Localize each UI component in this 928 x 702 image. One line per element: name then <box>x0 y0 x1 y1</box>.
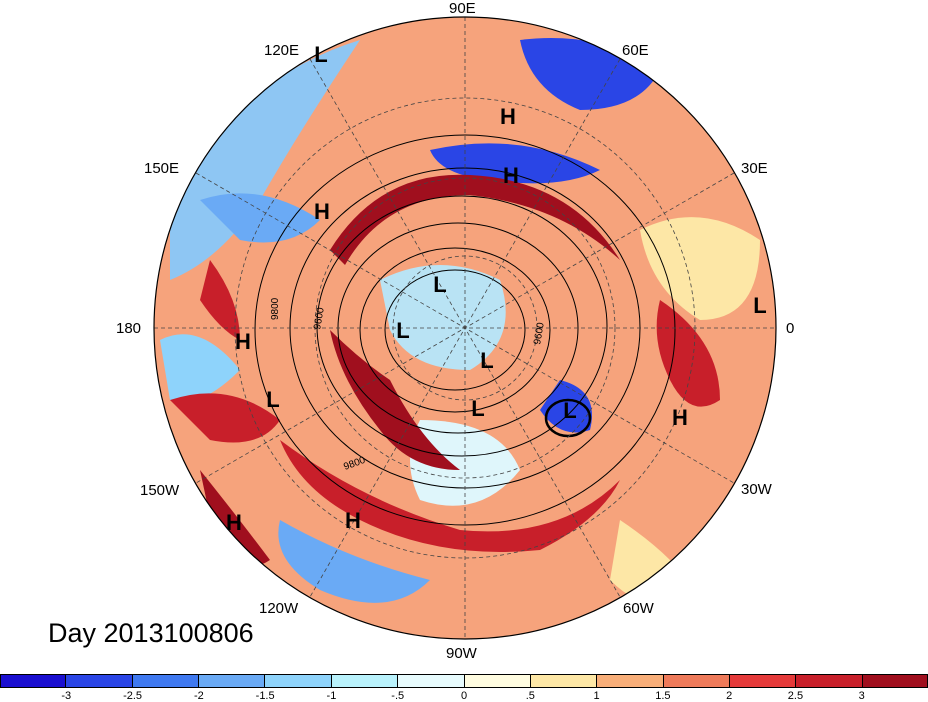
colorbar-tick-label: 0 <box>460 690 468 702</box>
high-center: H <box>235 329 251 354</box>
colorbar-swatch <box>265 674 332 688</box>
colorbar-tick-label: 1.5 <box>655 690 671 702</box>
map-boundary <box>153 16 777 640</box>
colorbar-swatch <box>331 674 399 688</box>
graticule <box>154 17 776 639</box>
colorbar-tick-label: -2 <box>193 690 204 702</box>
colorbar-tick-label: -2.5 <box>123 690 143 702</box>
colorbar <box>0 674 928 688</box>
colorbar-tick-label: -.5 <box>391 690 405 702</box>
colorbar-tick-label: 1 <box>593 690 600 702</box>
high-center: H <box>226 510 242 535</box>
high-center: H <box>314 199 330 224</box>
colorbar-swatch <box>796 674 863 688</box>
contour-label: 9800 <box>270 297 281 320</box>
low-center: L <box>266 387 279 412</box>
colorbar-swatch <box>530 674 598 688</box>
colorbar-tick-label: -3 <box>61 690 72 702</box>
colorbar-swatch <box>729 674 797 688</box>
colorbar-tick-label: 2.5 <box>787 690 804 702</box>
polar-map: 9800 9800 9600 9600 H H H H H H H L L L … <box>153 16 777 640</box>
lon-label-180: 180 <box>116 320 142 337</box>
colorbar-tick-label: -1.5 <box>255 690 275 702</box>
lon-label-90e: 90E <box>449 0 476 17</box>
colorbar-tick-label: .5 <box>525 690 535 702</box>
lon-label-30e: 30E <box>741 160 768 177</box>
lon-label-120e: 120E <box>264 42 300 59</box>
low-center: L <box>480 348 493 373</box>
lon-label-0: 0 <box>786 320 795 337</box>
high-center: H <box>503 163 519 188</box>
high-center: H <box>672 405 688 430</box>
lon-label-30w: 30W <box>741 481 772 498</box>
colorbar-tick-label: -1 <box>326 690 337 702</box>
colorbar-swatch <box>0 674 67 688</box>
contour-label: 9600 <box>312 306 327 330</box>
colorbar-swatch <box>464 674 531 688</box>
low-center: L <box>563 398 576 423</box>
colorbar-tick-label: 3 <box>858 690 865 702</box>
colorbar-swatch <box>132 674 200 688</box>
low-center: L <box>753 293 766 318</box>
colorbar-swatch <box>663 674 730 688</box>
low-center: L <box>433 272 446 297</box>
low-center: L <box>314 42 327 67</box>
low-center: L <box>396 318 409 343</box>
colorbar-swatch <box>199 674 266 688</box>
colorbar-tick-label: 2 <box>726 690 733 702</box>
colorbar-swatch <box>862 674 928 688</box>
high-center: H <box>345 508 361 533</box>
lon-label-60e: 60E <box>622 42 649 59</box>
lon-label-150w: 150W <box>140 482 180 499</box>
contour-label: 9600 <box>532 321 547 345</box>
lon-label-150e: 150E <box>144 160 180 177</box>
day-label: Day 2013100806 <box>48 618 254 648</box>
colorbar-swatch <box>398 674 465 688</box>
low-center: L <box>471 396 484 421</box>
lon-label-60w: 60W <box>623 600 654 617</box>
high-center: H <box>500 104 516 129</box>
lon-label-120w: 120W <box>259 600 299 617</box>
lon-label-90w: 90W <box>446 645 477 662</box>
colorbar-swatch <box>66 674 133 688</box>
colorbar-swatch <box>597 674 664 688</box>
